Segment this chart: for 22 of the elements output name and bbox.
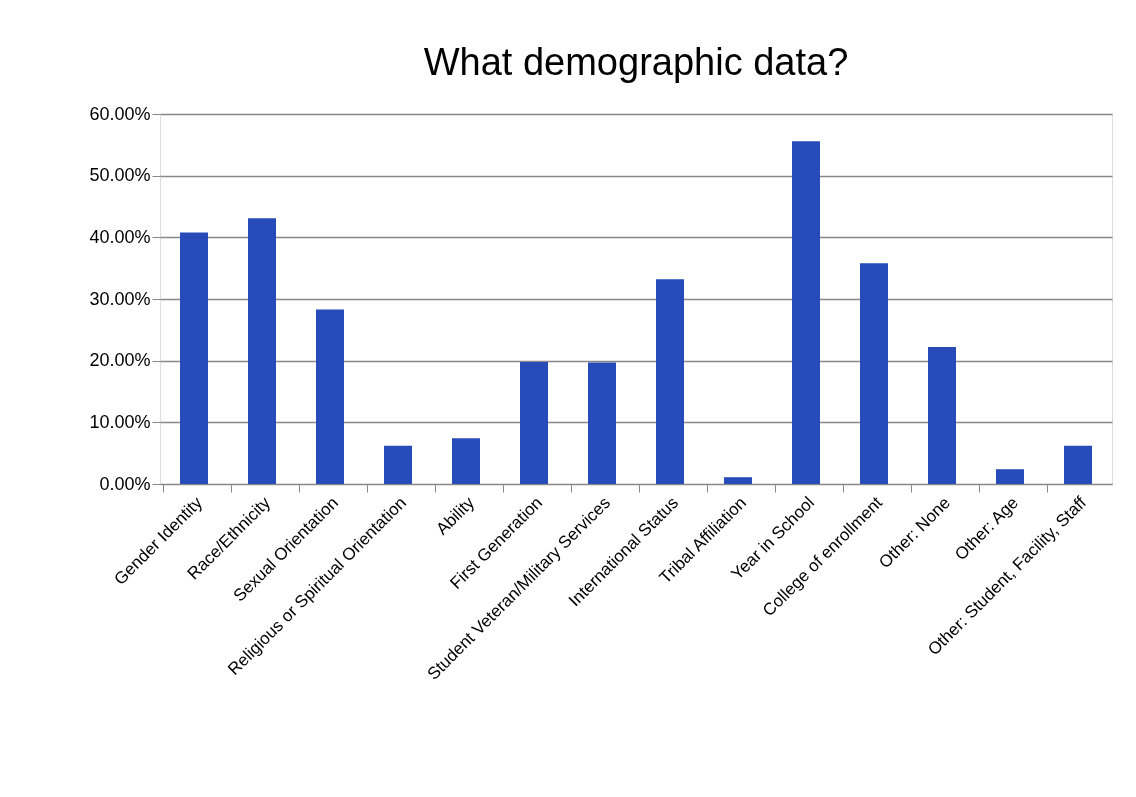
y-tick-label: 50.00% [89, 165, 151, 186]
bar [452, 438, 480, 484]
chart-title: What demographic data? [423, 41, 849, 83]
bar [656, 279, 684, 484]
bar [1064, 445, 1092, 484]
y-tick-label: 40.00% [89, 226, 151, 247]
bar [996, 469, 1024, 484]
y-tick-label: 0.00% [99, 473, 151, 494]
bar [384, 445, 412, 484]
y-tick-label: 30.00% [89, 288, 151, 309]
bar [860, 263, 888, 484]
bar [928, 347, 956, 484]
bar [248, 218, 276, 484]
y-tick-label: 20.00% [89, 350, 151, 371]
bar [180, 232, 208, 484]
bar [520, 361, 548, 484]
bar [724, 477, 752, 484]
bar [792, 141, 820, 484]
y-tick-label: 10.00% [89, 411, 151, 432]
y-tick-label: 60.00% [89, 103, 151, 124]
bar [316, 309, 344, 484]
bar [588, 362, 616, 484]
